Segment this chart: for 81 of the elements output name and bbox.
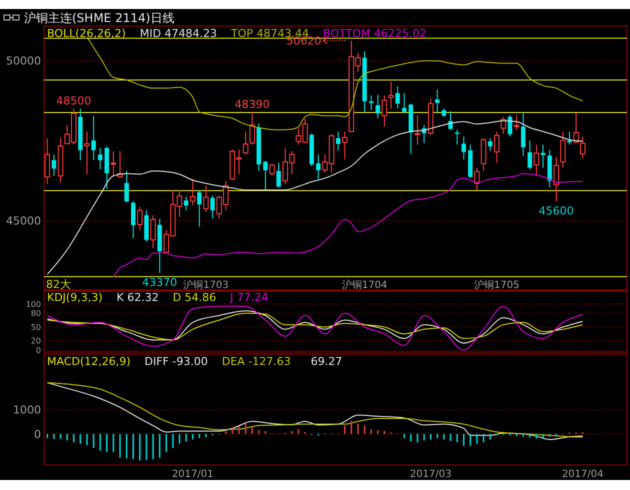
candlestick [514,114,520,130]
chart-title: 沪铜主连(SHME 2114)日线 [24,11,174,25]
candlestick [494,131,500,164]
candlestick [150,214,156,249]
candlestick [480,138,486,172]
candlestick [276,162,281,188]
y-tick-label: 100 [26,300,41,309]
candlestick [520,111,526,157]
candlestick [210,195,215,220]
annotation: 45600 [538,204,574,218]
candlestick [474,167,480,190]
candlestick [316,154,321,180]
candlestick [110,150,116,176]
candlestick [560,131,566,168]
candlestick [52,154,56,176]
candlestick [197,189,202,228]
candlestick [203,185,209,212]
candlestick [388,81,394,110]
candlestick [184,196,188,211]
annotation: 82大 [46,278,71,291]
candlestick [402,92,406,114]
candlestick [573,112,579,144]
text: K 62.32 [116,291,159,304]
line-series [46,120,584,275]
candlestick [435,89,440,114]
y-tick-label: 50 [30,322,41,332]
annotation: 69.27 [310,355,342,368]
annotation: 48390 [234,98,270,112]
candlestick [580,136,586,159]
candlestick [528,140,532,170]
x-tick-label: 沪铜1705 [474,279,520,291]
candlestick [263,160,268,192]
candlestick [376,94,380,119]
y-tick-label: 0 [34,428,41,441]
text: MID 47484.23 [140,27,218,40]
candlestick [249,112,255,146]
candlestick [382,94,388,128]
candlestick [454,129,460,146]
series-label: J 77.24 [229,291,268,304]
y-tick-label: 1000 [13,404,41,417]
candlestick [242,131,248,156]
annotation: 43370 [142,276,178,290]
y-tick-label: 45000 [6,214,41,228]
text: DIFF -93.00 [144,355,208,368]
candlestick [368,94,374,111]
x-tick-label: 沪铜1703 [183,279,229,291]
x-tick-label: 2017/03 [410,469,452,480]
y-tick-label: 50000 [6,54,41,68]
y-tick-label: 0 [36,346,41,355]
candlestick [534,144,540,176]
legend-title: BOLL(26,26,2) [47,27,126,40]
candlestick [98,147,102,170]
series-label: D 54.86 [172,291,216,304]
candlestick [414,114,420,146]
line-series [46,306,584,350]
candlestick [554,156,560,202]
x-tick-label: 2017/01 [172,469,214,480]
candlestick [336,131,340,152]
candlestick [269,163,275,176]
candlestick [44,138,50,184]
text: DEA -127.63 [222,355,291,368]
candlestick [137,206,143,231]
text: BOTTOM 46225.02 [323,27,426,40]
candlestick [130,200,136,239]
x-tick-label: 2017/04 [562,469,604,480]
legend-title: MACD(12,26,9) [47,355,131,368]
candlestick [84,131,90,175]
candlestick [342,131,348,160]
candlestick [91,115,96,161]
annotation: 48500 [56,94,92,108]
legend-title: KDJ(9,3,3) [47,291,102,304]
candlestick [461,136,466,160]
x-tick-label: 沪铜1704 [342,279,388,291]
y-tick-label: 20 [30,336,41,346]
candlestick [190,178,196,206]
candlestick [395,86,400,110]
candlestick [124,170,129,203]
y-tick-label: 80 [30,309,41,318]
candlestick [567,131,572,146]
candlestick [488,138,492,152]
candlestick [508,114,512,137]
